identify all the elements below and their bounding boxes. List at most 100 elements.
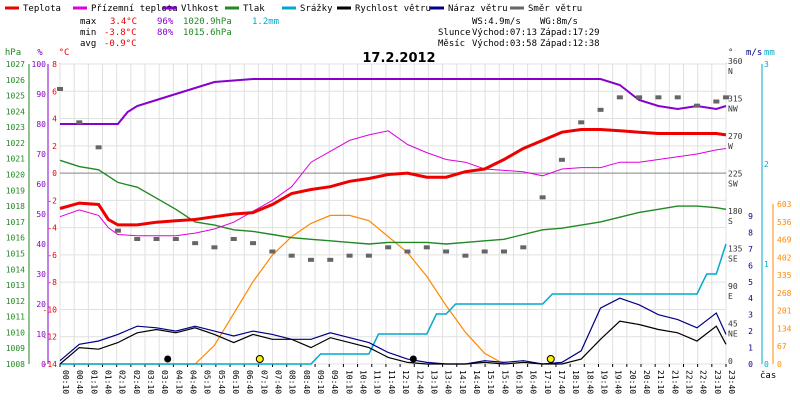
- x-tick-label: 01:40: [104, 370, 113, 394]
- direction-mark: [597, 107, 604, 112]
- stat-max-rain: 1.2mm: [252, 17, 279, 27]
- series-temperature: [59, 128, 727, 227]
- direction-mark: [57, 87, 63, 91]
- direction-mark: [674, 95, 681, 100]
- tick-wind: 7: [748, 245, 753, 254]
- tick-solar: 469: [777, 236, 792, 245]
- tick-temp: 0: [52, 169, 57, 178]
- tick-pressure: 1023: [6, 123, 25, 132]
- stat-max-press: 1020.9hPa: [183, 17, 232, 27]
- tick-wind: 1: [748, 344, 753, 353]
- legend-label: Náraz větru: [448, 4, 508, 14]
- series-gust: [59, 297, 727, 365]
- tick-pressure: 1015: [6, 249, 25, 258]
- tick-pressure: 1009: [6, 344, 25, 353]
- x-tick-label: 10:10: [344, 370, 353, 394]
- tick-wind: 3: [748, 311, 753, 320]
- tick-humidity: 20: [36, 300, 46, 309]
- stat-moon-label: Měsíc: [438, 39, 465, 49]
- tick-wind: 2: [748, 327, 753, 336]
- x-tick-label: 23:40: [727, 370, 736, 394]
- tick-pressure: 1014: [6, 265, 25, 274]
- tick-humidity: 70: [36, 150, 46, 159]
- x-tick-label: 02:10: [118, 370, 127, 394]
- direction-mark: [462, 253, 469, 258]
- tick-pressure: 1026: [6, 76, 25, 85]
- tick-temp: -8: [47, 278, 57, 287]
- tick-direction: 360: [728, 57, 743, 66]
- x-tick-label: 16:10: [514, 370, 523, 394]
- tick-wind: 5: [748, 278, 753, 287]
- stat-ws: WS:4.9m/s: [472, 17, 521, 27]
- tick-humidity: 60: [36, 180, 46, 189]
- tick-pressure: 1019: [6, 186, 25, 195]
- x-tick-label: 21:40: [670, 370, 679, 394]
- stat-moon-rise: Východ:03:58: [472, 39, 537, 49]
- x-tick-label: 10:40: [359, 370, 368, 394]
- direction-mark: [578, 120, 585, 125]
- tick-direction: 135: [728, 245, 743, 254]
- tick-wind: 4: [748, 294, 753, 303]
- tick-solar: 201: [777, 307, 792, 316]
- axis-rain-unit: mm: [764, 48, 775, 58]
- stat-sun-rise: Východ:07:13: [472, 28, 537, 38]
- x-tick-label: 04:40: [189, 370, 198, 394]
- tick-direction-name: NW: [728, 105, 738, 114]
- direction-mark: [211, 245, 218, 250]
- x-tick-label: 00:40: [75, 370, 84, 394]
- sun-marker-icon: [546, 355, 555, 363]
- tick-humidity: 10: [36, 330, 46, 339]
- x-tick-label: 00:10: [61, 370, 70, 394]
- direction-mark: [481, 249, 488, 254]
- x-tick-label: 21:10: [656, 370, 665, 394]
- legend-label: Rychlost větru: [355, 4, 431, 14]
- legend-label: Teplota: [23, 4, 61, 14]
- legend-label: Směr větru: [528, 4, 582, 14]
- x-tick-label: 13:10: [429, 370, 438, 394]
- x-tick-label: 11:40: [387, 370, 396, 394]
- direction-mark: [385, 245, 392, 250]
- tick-temp: -14: [43, 360, 58, 369]
- tick-direction: 45: [728, 320, 738, 329]
- x-tick-label: 03:10: [146, 370, 155, 394]
- tick-pressure: 1020: [6, 171, 25, 180]
- tick-rain: 1: [764, 260, 769, 269]
- direction-mark: [192, 241, 199, 246]
- tick-direction-name: SE: [728, 255, 738, 264]
- x-tick-label: 06:40: [245, 370, 254, 394]
- legend-label: Srážky: [300, 4, 333, 14]
- stat-avg-label: avg: [80, 39, 96, 49]
- x-tick-label: 09:40: [330, 370, 339, 394]
- tick-temp: 6: [52, 87, 57, 96]
- tick-pressure: 1021: [6, 155, 25, 164]
- direction-mark: [346, 253, 353, 258]
- x-tick-label: 23:10: [713, 370, 722, 394]
- tick-solar: 536: [777, 218, 792, 227]
- tick-direction-name: E: [728, 292, 733, 301]
- x-axis-label: čas: [760, 370, 776, 381]
- stat-min-label: min: [80, 28, 96, 38]
- tick-wind: 0: [748, 360, 753, 369]
- tick-pressure: 1013: [6, 281, 25, 290]
- direction-mark: [616, 95, 623, 100]
- x-tick-label: 07:40: [274, 370, 283, 394]
- direction-mark: [443, 249, 450, 254]
- stat-max-label: max: [80, 17, 97, 27]
- direction-mark: [558, 157, 565, 162]
- tick-solar: 268: [777, 289, 792, 298]
- direction-mark: [404, 249, 411, 254]
- series-ground-temp: [59, 130, 727, 237]
- x-tick-label: 15:40: [500, 370, 509, 394]
- tick-solar: 67: [777, 342, 787, 351]
- x-tick-label: 05:10: [203, 370, 212, 394]
- tick-direction: 270: [728, 132, 743, 141]
- tick-pressure: 1008: [6, 360, 25, 369]
- x-tick-label: 04:10: [174, 370, 183, 394]
- direction-mark: [153, 237, 160, 241]
- tick-direction: 90: [728, 282, 738, 291]
- x-tick-label: 03:40: [160, 370, 169, 394]
- stat-avg-temp: -0.9°C: [104, 39, 137, 49]
- direction-mark: [230, 237, 237, 241]
